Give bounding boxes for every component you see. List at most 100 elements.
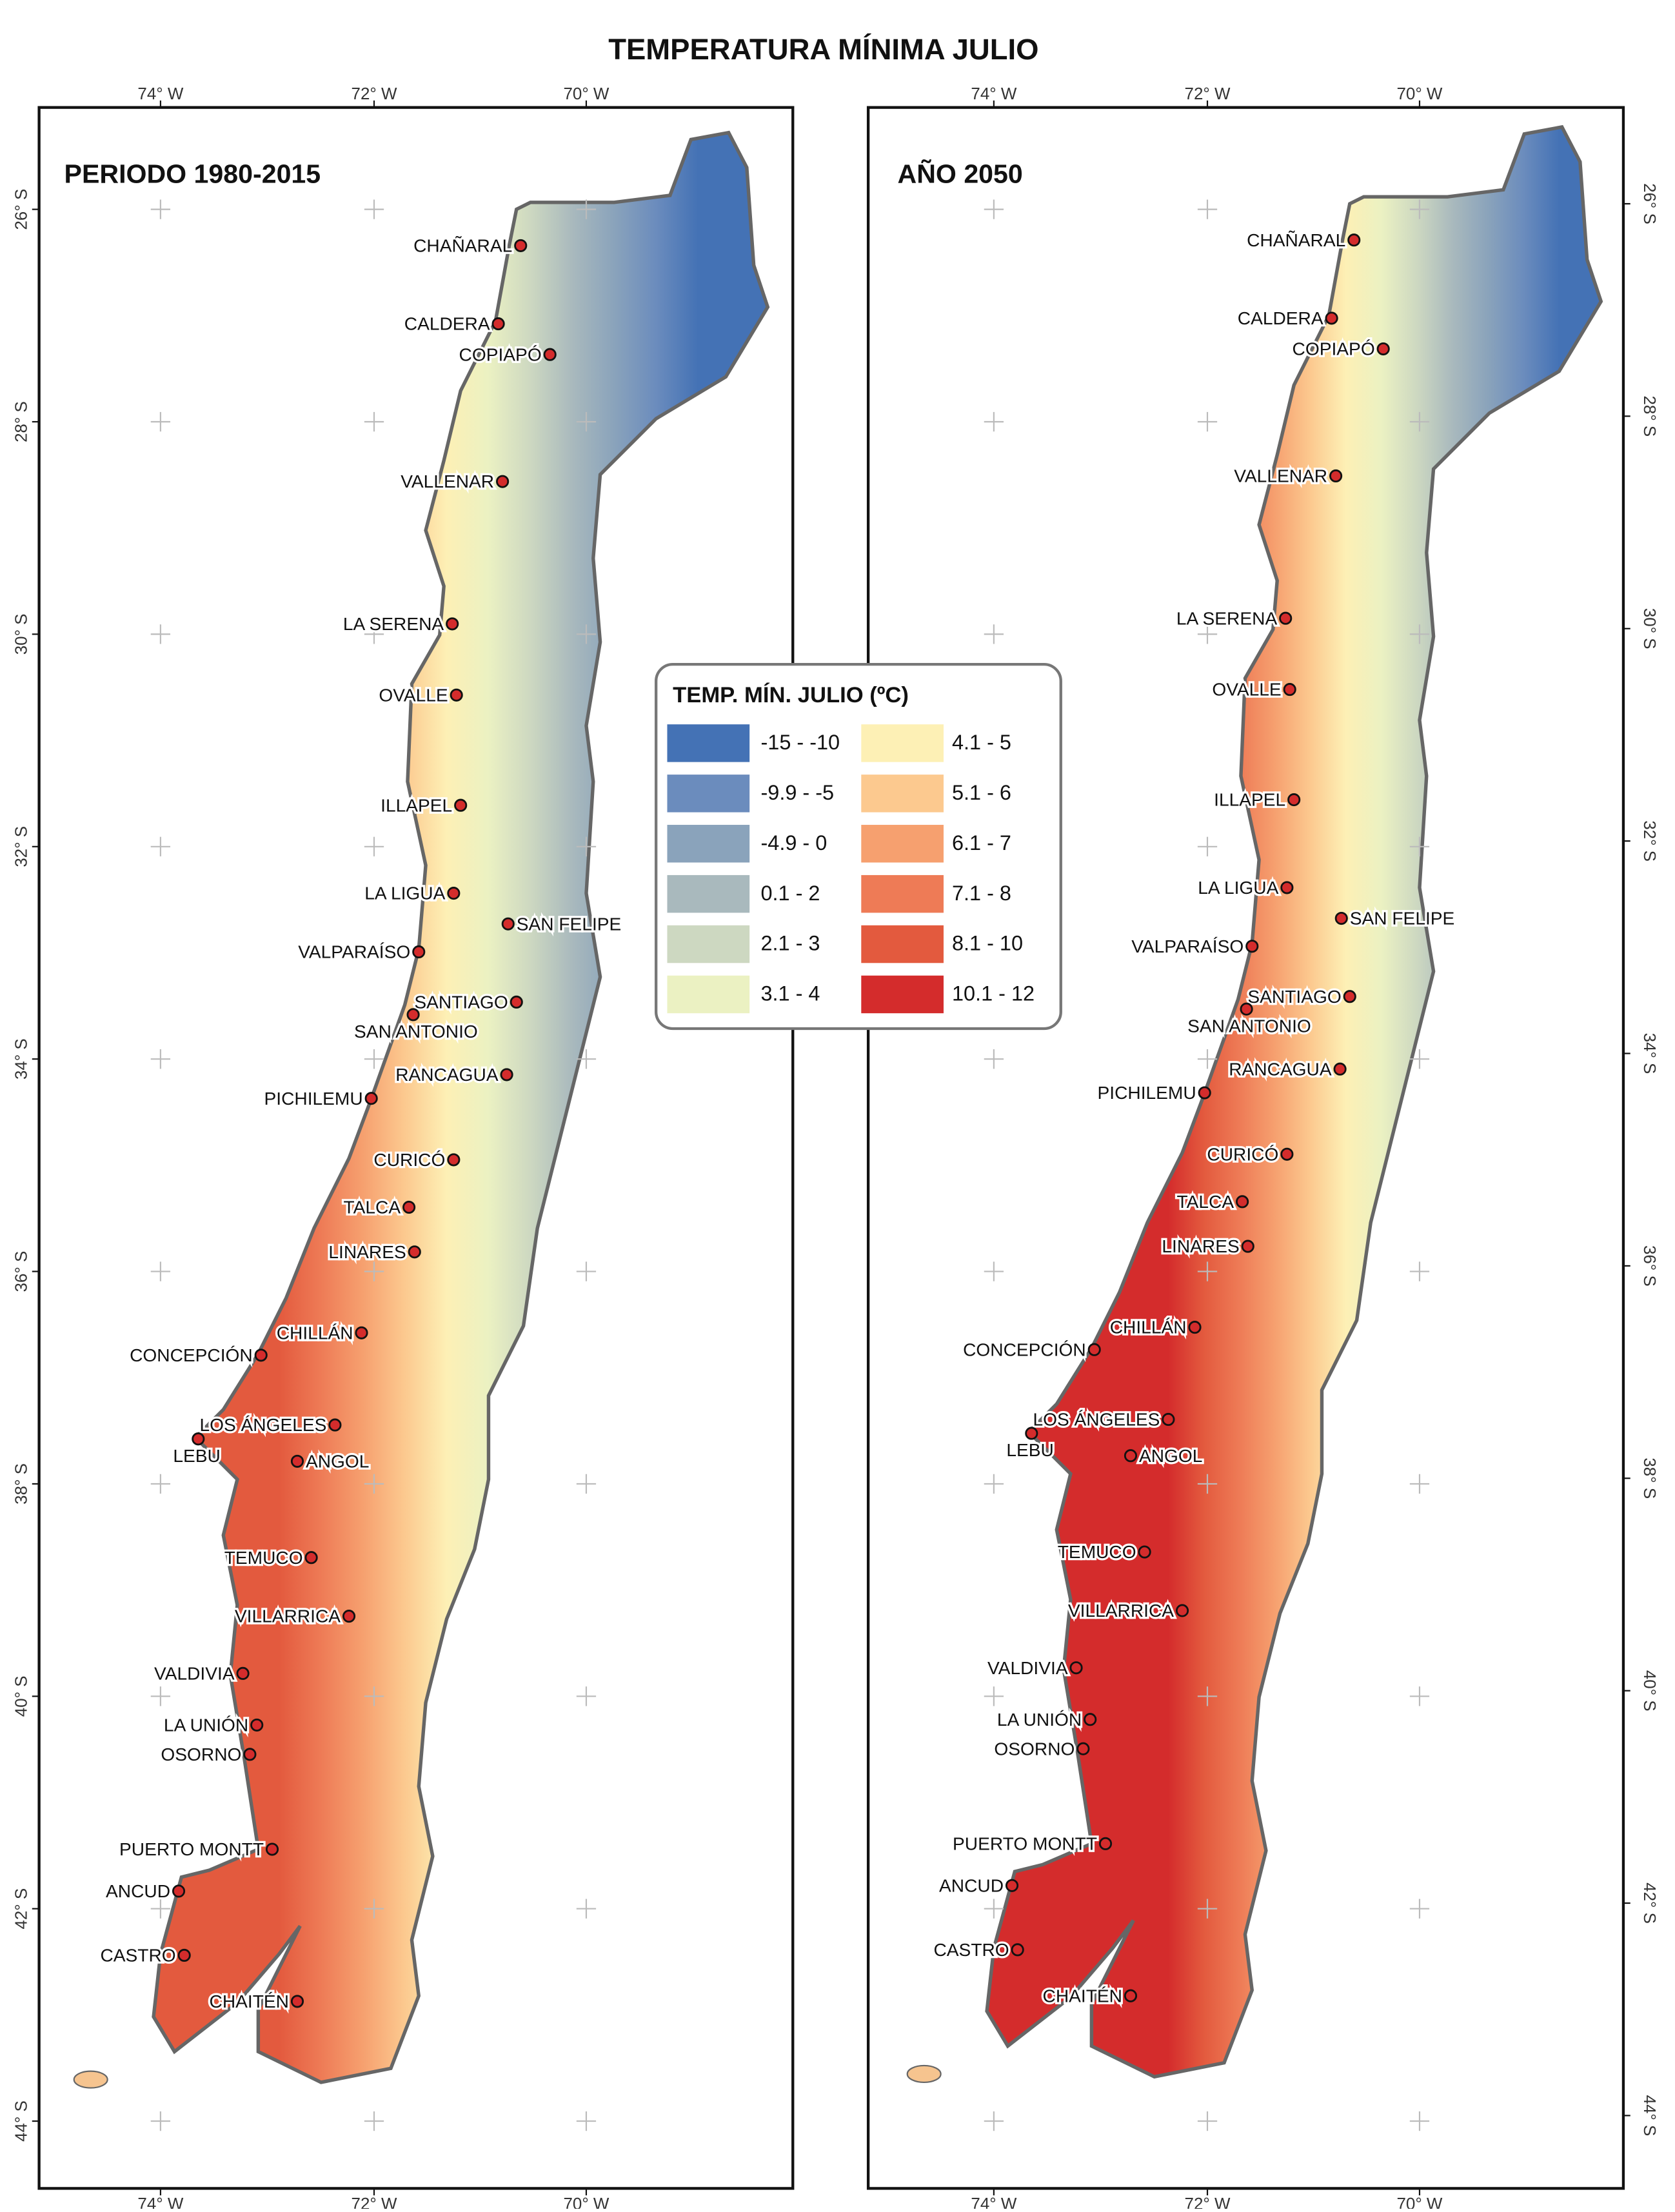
city-dot bbox=[1287, 793, 1301, 807]
city-dot bbox=[1347, 233, 1361, 247]
city-label: VALPARAÍSO bbox=[1131, 936, 1244, 956]
lon-label: 72° W bbox=[1185, 84, 1231, 103]
grid-cross bbox=[576, 2111, 597, 2131]
city-label: LEBU bbox=[173, 1446, 220, 1466]
city-label: TALCA bbox=[1177, 1192, 1234, 1212]
grid-cross bbox=[1409, 1474, 1430, 1494]
city-dot bbox=[1011, 1943, 1024, 1957]
grid-cross bbox=[364, 199, 384, 219]
city-dot bbox=[454, 798, 468, 812]
legend-swatch bbox=[667, 874, 750, 913]
city-label: LA UNIÓN bbox=[164, 1715, 248, 1735]
city-label: CONCEPCIÓN bbox=[963, 1339, 1086, 1359]
legend-label: -9.9 - -5 bbox=[760, 781, 834, 804]
city-dot bbox=[1025, 1427, 1038, 1440]
city-label: VALDIVIA bbox=[987, 1658, 1068, 1678]
grid-cross bbox=[984, 1261, 1004, 1281]
country bbox=[906, 124, 1603, 2084]
lat-label: 32° S bbox=[11, 826, 30, 867]
city-label: VILLARRICA bbox=[235, 1606, 341, 1626]
city-label: TEMUCO bbox=[224, 1548, 303, 1568]
lon-label: 74° W bbox=[137, 84, 183, 103]
city-label: PICHILEMU bbox=[1098, 1083, 1196, 1103]
city-dot bbox=[491, 317, 505, 331]
grid-cross bbox=[576, 624, 597, 644]
city-label: CURICÓ bbox=[373, 1150, 445, 1170]
grid-cross bbox=[150, 2111, 171, 2131]
city-label: LA LIGUA bbox=[364, 884, 445, 904]
lat-label: 34° S bbox=[11, 1038, 30, 1080]
city-dot bbox=[447, 1153, 461, 1167]
grid-cross bbox=[364, 1899, 384, 1919]
city-label: VILLARRICA bbox=[1068, 1601, 1174, 1621]
city-label: LA LIGUA bbox=[1198, 878, 1278, 898]
grid-cross bbox=[364, 1261, 384, 1281]
grid-cross bbox=[150, 1049, 171, 1069]
grid-cross bbox=[576, 1261, 597, 1281]
city-dot bbox=[1343, 990, 1356, 1003]
city-dot bbox=[304, 1551, 318, 1565]
city-dot bbox=[177, 1948, 191, 1962]
city-label: SAN ANTONIO bbox=[354, 1022, 478, 1042]
city-label: VALDIVIA bbox=[154, 1663, 235, 1683]
legend-label: 8.1 - 10 bbox=[952, 932, 1023, 955]
city-dot bbox=[1084, 1713, 1097, 1726]
grid-cross bbox=[984, 1049, 1004, 1069]
lon-label: 70° W bbox=[1396, 2194, 1442, 2209]
legend-label: 4.1 - 5 bbox=[952, 731, 1011, 754]
city-label: PUERTO MONTT bbox=[953, 1833, 1097, 1853]
country-shape bbox=[985, 124, 1603, 2079]
city-label: VALLENAR bbox=[1234, 466, 1327, 486]
city-dot bbox=[1069, 1661, 1083, 1675]
lon-label: 74° W bbox=[971, 84, 1016, 103]
city-label: OVALLE bbox=[379, 685, 448, 705]
grid-cross bbox=[364, 624, 384, 644]
grid-cross bbox=[1197, 1261, 1218, 1281]
legend-swatch bbox=[667, 925, 750, 963]
grid-cross bbox=[150, 411, 171, 432]
grid-cross bbox=[576, 836, 597, 856]
city-label: ILLAPEL bbox=[381, 795, 452, 815]
legend-title: TEMP. MÍN. JULIO (ºC) bbox=[673, 682, 909, 707]
grid-cross bbox=[150, 624, 171, 644]
grid-cross bbox=[576, 1049, 597, 1069]
city-label: LOS ÁNGELES bbox=[1033, 1410, 1160, 1430]
legend-label: -4.9 - 0 bbox=[760, 831, 827, 854]
city-label: SAN FELIPE bbox=[517, 914, 622, 934]
legend-swatch bbox=[667, 724, 750, 762]
grid-cross bbox=[984, 411, 1004, 432]
legend-swatch bbox=[861, 775, 944, 813]
city-label: CURICÓ bbox=[1207, 1144, 1278, 1164]
lat-label: 28° S bbox=[11, 401, 30, 442]
city-label: OSORNO bbox=[994, 1739, 1075, 1759]
city-label: OVALLE bbox=[1212, 680, 1281, 700]
lon-label: 70° W bbox=[1396, 84, 1442, 103]
city-dot bbox=[236, 1666, 250, 1680]
city-dot bbox=[342, 1610, 356, 1623]
city-dot bbox=[1162, 1412, 1175, 1427]
map-panel: AÑO 2050 74° W 74° W 72° W 72° W 70° W 70° W 26… bbox=[866, 84, 1660, 2212]
lat-label: 26° S bbox=[11, 189, 30, 230]
city-dot bbox=[514, 239, 528, 252]
city-label: CASTRO bbox=[100, 1946, 175, 1966]
grid-cross bbox=[1197, 624, 1218, 644]
city-dot bbox=[1333, 1062, 1347, 1076]
grid-cross bbox=[1409, 1899, 1430, 1919]
city-label: CHAITÉN bbox=[1043, 1986, 1122, 2006]
city-dot bbox=[1098, 1837, 1113, 1850]
legend-label: 7.1 - 8 bbox=[952, 882, 1011, 905]
city-label: TEMUCO bbox=[1058, 1542, 1136, 1562]
lat-label: 44° S bbox=[1640, 2095, 1660, 2137]
lat-label: 36° S bbox=[11, 1251, 30, 1292]
legend-box bbox=[654, 662, 1062, 1031]
city-label: LOS ÁNGELES bbox=[199, 1415, 326, 1435]
city-dot bbox=[1245, 940, 1259, 953]
island bbox=[906, 2064, 942, 2084]
grid-cross bbox=[1197, 411, 1218, 432]
city-label: CHAÑARAL bbox=[413, 235, 512, 255]
city-dot bbox=[1283, 683, 1296, 696]
city-label: RANCAGUA bbox=[395, 1065, 499, 1085]
city-dot bbox=[447, 886, 461, 900]
lat-label: 34° S bbox=[1640, 1033, 1660, 1074]
